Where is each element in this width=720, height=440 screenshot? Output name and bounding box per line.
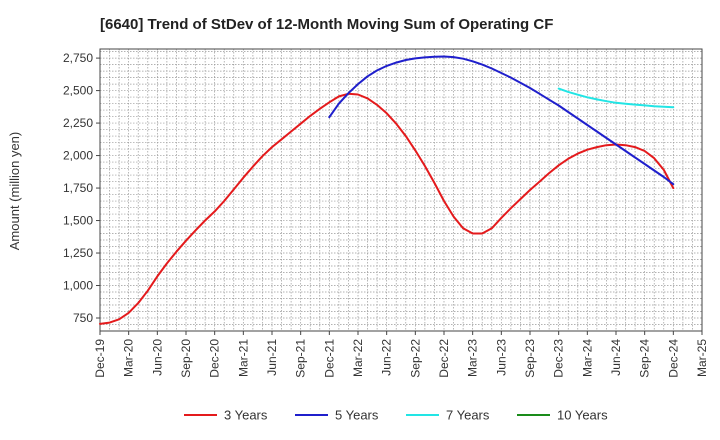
x-tick-label: Dec-20 xyxy=(208,339,222,378)
y-tick-label: 2,000 xyxy=(63,149,93,163)
series-layer xyxy=(99,55,675,325)
series-line-7-years xyxy=(557,87,675,109)
legend-label: 10 Years xyxy=(557,408,608,423)
x-tick-label: Sep-24 xyxy=(638,339,652,378)
x-tick-label: Mar-21 xyxy=(236,339,250,377)
x-tick-label: Jun-21 xyxy=(265,339,279,376)
plot-border xyxy=(99,48,703,332)
chart-title: [6640] Trend of StDev of 12-Month Moving… xyxy=(100,16,553,33)
x-tick-label: Jun-23 xyxy=(494,339,508,376)
x-tick-label: Mar-25 xyxy=(695,339,709,377)
legend-label: 7 Years xyxy=(446,408,490,423)
x-tick-label: Dec-19 xyxy=(93,339,107,378)
y-tick-label: 2,250 xyxy=(63,116,93,130)
legend: 3 Years 5 Years 7 Years 10 Years xyxy=(184,408,608,423)
y-tick-label: 2,500 xyxy=(63,84,93,98)
x-tick-label: Jun-20 xyxy=(150,339,164,376)
x-tick-label: Sep-22 xyxy=(408,339,422,378)
legend-label: 5 Years xyxy=(335,408,379,423)
x-tick-label: Dec-23 xyxy=(552,339,566,378)
x-tick-label: Dec-21 xyxy=(322,339,336,378)
x-tick-label: Mar-22 xyxy=(351,339,365,377)
y-axis-label: Amount (million yen) xyxy=(7,132,22,251)
x-tick-label: Dec-22 xyxy=(437,339,451,378)
y-tick-label: 1,000 xyxy=(63,279,93,293)
y-tick-label: 1,750 xyxy=(63,181,93,195)
x-tick-label: Sep-23 xyxy=(523,339,537,378)
y-tick-label: 1,250 xyxy=(63,246,93,260)
x-tick-label: Sep-20 xyxy=(179,339,193,378)
grid xyxy=(99,49,703,331)
x-tick-label: Mar-24 xyxy=(580,339,594,377)
x-tick-label: Mar-20 xyxy=(122,339,136,377)
x-tick-label: Jun-24 xyxy=(609,339,623,376)
x-tick-label: Mar-23 xyxy=(466,339,480,377)
y-ticks: 750 1,000 1,250 1,500 1,750 2,000 2,250 2,500 2,… xyxy=(63,51,100,325)
x-tick-label: Sep-21 xyxy=(294,339,308,378)
x-ticks: Dec-19 Mar-20 Jun-20 Sep-20 Dec-20 Mar-21 Jun-… xyxy=(93,331,709,378)
x-tick-label: Jun-22 xyxy=(380,339,394,376)
y-tick-label: 2,750 xyxy=(63,51,93,65)
legend-label: 3 Years xyxy=(224,408,268,423)
series-line-5-years xyxy=(328,55,675,186)
y-tick-label: 750 xyxy=(73,311,93,325)
series-line-3-years xyxy=(99,92,675,325)
x-tick-label: Dec-24 xyxy=(666,339,680,378)
y-tick-label: 1,500 xyxy=(63,214,93,228)
plot-area xyxy=(99,48,703,332)
